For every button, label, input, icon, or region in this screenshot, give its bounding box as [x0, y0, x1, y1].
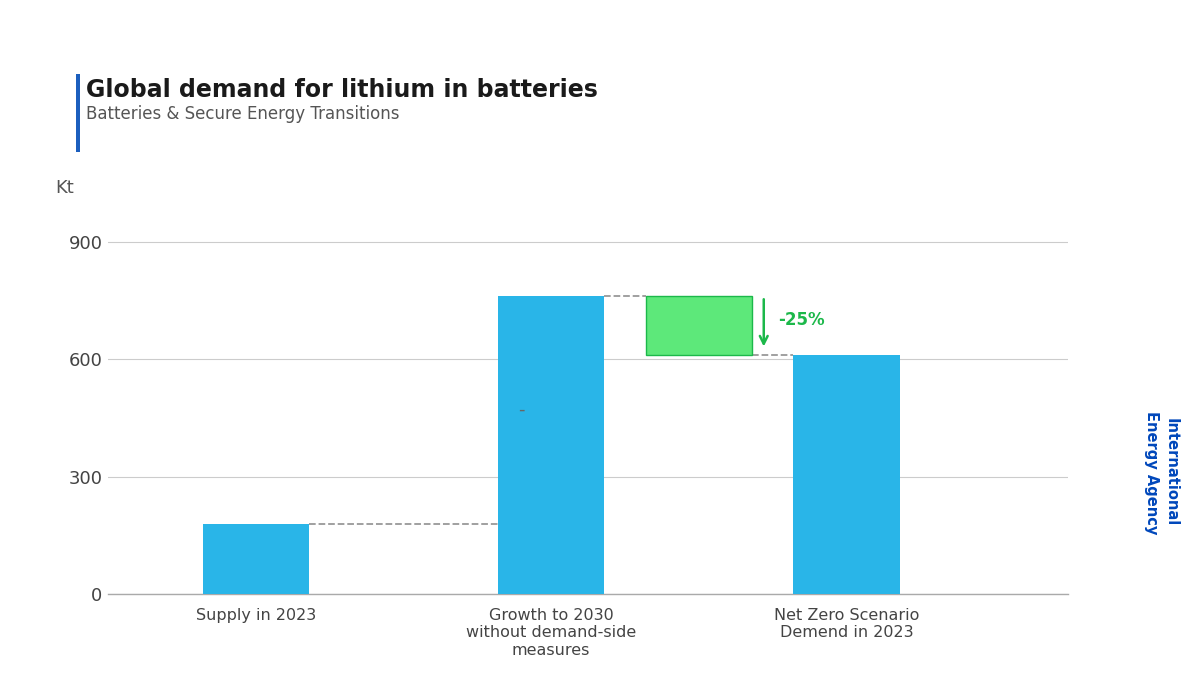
Bar: [646, 296, 752, 355]
Text: -: -: [518, 401, 524, 419]
Text: Global demand for lithium in batteries: Global demand for lithium in batteries: [86, 78, 599, 102]
Bar: [203, 524, 308, 594]
Bar: [498, 296, 605, 594]
Text: Batteries & Secure Energy Transitions: Batteries & Secure Energy Transitions: [86, 105, 400, 123]
Text: International
Energy Agency: International Energy Agency: [1144, 411, 1178, 534]
Bar: [793, 355, 900, 594]
Text: -25%: -25%: [779, 311, 826, 329]
Text: Kt: Kt: [55, 179, 74, 197]
